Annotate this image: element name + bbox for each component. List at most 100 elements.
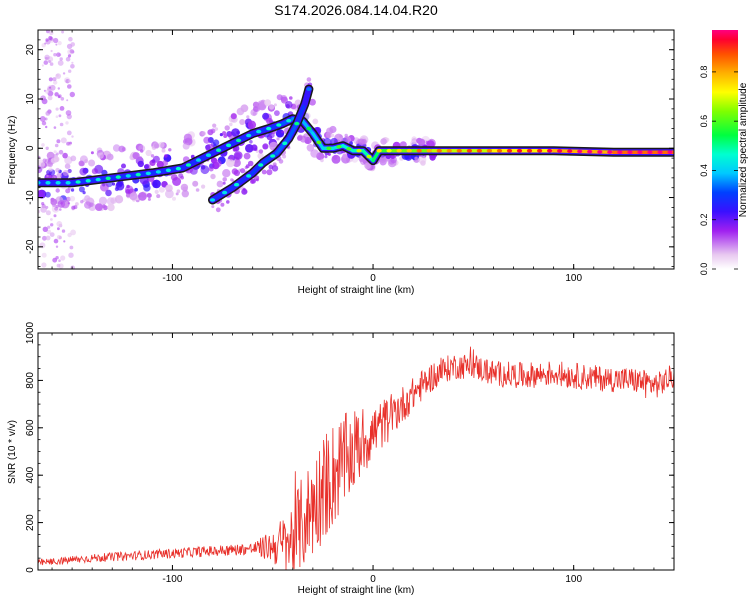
spectrogram-blob	[53, 214, 57, 218]
spectrogram-blob	[273, 103, 277, 107]
spectrogram-blob	[215, 207, 221, 213]
spectrogram-blob	[132, 152, 140, 160]
x-tick-label: 0	[370, 273, 376, 284]
spectrogram-blob	[67, 187, 71, 190]
spectrogram-blob	[182, 142, 190, 150]
spectrogram-blob	[310, 149, 319, 158]
spectrogram-blob	[78, 160, 85, 167]
spectrogram-blob	[67, 168, 72, 174]
spectrogram-blob	[304, 139, 310, 144]
ridge-knot	[294, 121, 300, 126]
spectrogram-blob	[134, 187, 138, 192]
spectrogram-blob	[47, 161, 50, 164]
spectrogram-blob	[241, 188, 248, 195]
spectrogram-blob	[250, 179, 255, 185]
spectrogram-blob	[252, 111, 257, 116]
y-tick-label: 10	[25, 93, 36, 105]
spectrogram-blob	[53, 37, 59, 44]
spectrogram-blob	[67, 202, 71, 205]
spectrogram-blob	[41, 262, 47, 268]
spectrogram-blob	[247, 120, 257, 129]
spectrogram-blob	[243, 152, 251, 160]
spectrogram-blob	[303, 133, 309, 139]
spectrogram-blob	[75, 202, 79, 206]
spectrogram-blob	[60, 255, 66, 261]
ridge-knot	[647, 150, 653, 154]
spectrogram-blob	[54, 143, 59, 148]
spectrogram-blob	[57, 87, 60, 90]
spectrogram-blob	[45, 191, 51, 198]
spectrogram-blob	[222, 177, 227, 182]
spectrogram-blob	[48, 35, 53, 41]
colorbar-tick-label: 0.2	[699, 213, 709, 226]
spectrogram-blob	[41, 143, 45, 147]
spectrogram-blob	[50, 223, 54, 227]
spectrogram-blob	[180, 175, 185, 180]
spectrogram-blob	[55, 43, 58, 46]
spectrogram-blob	[210, 173, 216, 180]
x-tick-label: -100	[162, 273, 182, 284]
spectrogram-blob	[211, 205, 215, 209]
spectrogram-blob	[52, 77, 57, 82]
spectrogram-blob	[61, 30, 65, 34]
spectrogram-blob	[47, 225, 51, 229]
colorbar-label: Normalized spectral amplitude	[738, 82, 749, 217]
spectrogram-blob	[280, 96, 288, 104]
spectrogram-blob	[249, 140, 253, 144]
ridge-knot	[65, 181, 71, 185]
spectrogram-blob	[137, 160, 144, 168]
spectrogram-blob	[121, 163, 126, 169]
ridge-knot	[627, 150, 633, 154]
spectrogram-blob	[152, 142, 160, 149]
y-tick-label: 200	[25, 514, 36, 531]
ridge-knot	[386, 148, 392, 153]
ridge-knot	[209, 198, 216, 202]
spectrogram-blob	[58, 236, 62, 240]
ridge-knot	[336, 145, 342, 149]
spectrogram-blob	[240, 168, 246, 174]
spectrogram-blob	[67, 54, 72, 58]
ridge-knot	[547, 148, 553, 153]
spectrogram-blob	[201, 131, 206, 136]
snr-xlabel: Height of straight line (km)	[298, 585, 415, 596]
spectrogram-blob	[91, 168, 98, 175]
spectrogram-blob	[114, 195, 124, 204]
ridge-segment	[551, 148, 616, 154]
spectrogram-blob	[70, 64, 75, 69]
spectrogram-blob	[53, 238, 59, 244]
colorbar-tick-label: 0.0	[699, 263, 709, 276]
ridge-knot	[75, 180, 81, 184]
spectrogram-blob	[312, 118, 319, 125]
spectrogram-blob	[41, 64, 45, 67]
spectrogram-blob	[262, 112, 270, 120]
spectrogram-blob	[61, 229, 66, 233]
spectrogram-blob	[49, 62, 54, 66]
spectrogram-blob	[212, 123, 217, 128]
spectrogram-blob	[258, 149, 264, 154]
spectrogram-blob	[231, 168, 239, 175]
spectrogram-blob	[264, 99, 271, 107]
spectrogram-blob	[68, 79, 71, 83]
x-tick-label: -100	[162, 574, 182, 585]
spectrogram-blob	[364, 162, 371, 170]
spectrogram-blob	[285, 101, 293, 109]
spectrogram-blob	[306, 77, 312, 82]
spectrogram-blob	[70, 265, 75, 269]
ridge-knot	[436, 148, 442, 153]
spectrogram-blob	[214, 127, 219, 131]
spectrogram-blob	[110, 197, 117, 204]
ridge-knot	[456, 148, 462, 153]
spectrogram-blob	[226, 158, 235, 168]
spectrogram-blob	[200, 165, 210, 175]
spectrogram-blob	[304, 112, 311, 119]
spectrogram-blob	[69, 245, 74, 250]
spectrogram-blob	[60, 202, 63, 205]
spectrogram-blob	[56, 263, 61, 268]
spectrogram-blob	[417, 138, 426, 146]
spectrogram-blob	[48, 77, 53, 82]
spectrogram-blob	[262, 143, 269, 150]
spectrogram-blob	[68, 252, 74, 258]
spectrogram-blob	[95, 203, 103, 212]
